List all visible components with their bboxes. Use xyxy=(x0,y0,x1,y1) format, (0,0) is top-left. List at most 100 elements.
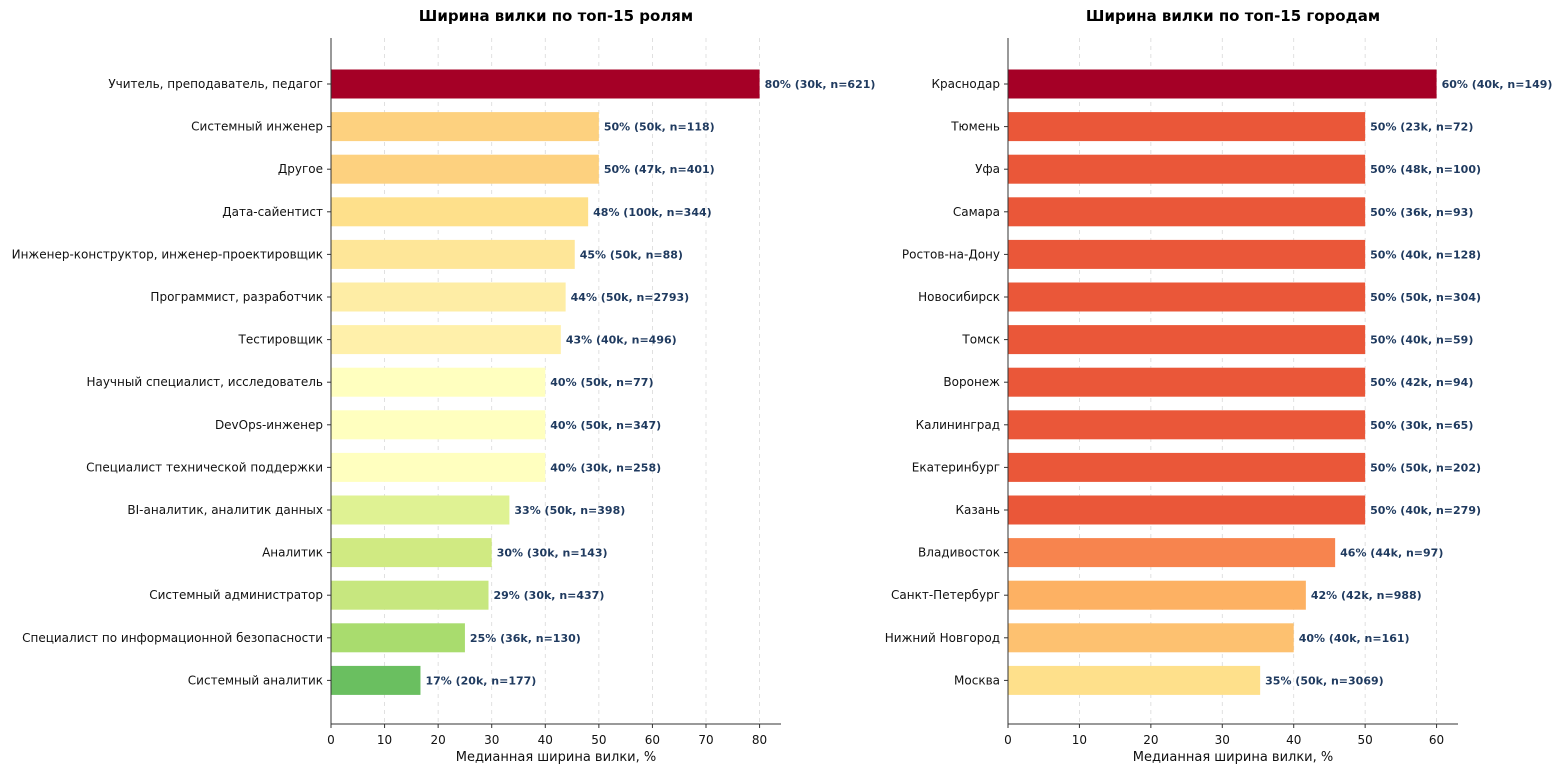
data-label: 44% (50k, n=2793) xyxy=(571,291,690,304)
bar xyxy=(1008,580,1306,610)
bar xyxy=(1008,112,1366,142)
bar xyxy=(1008,69,1437,99)
bar xyxy=(1008,154,1366,184)
category-label: Системный инженер xyxy=(191,120,323,134)
x-tick-label: 0 xyxy=(327,733,335,747)
bar xyxy=(331,538,492,568)
bar xyxy=(331,69,760,99)
category-label: Тюмень xyxy=(950,120,1000,134)
axes-roles: 0 10 20 30 40 50 60 70 80 Учитель, преподаватель,… xyxy=(12,38,781,747)
category-label: Новосибирск xyxy=(918,290,1000,304)
x-tick-label: 50 xyxy=(591,733,606,747)
category-label: Специалист технической поддержки xyxy=(86,460,323,474)
category-label: Другое xyxy=(278,162,323,176)
bar xyxy=(331,623,465,653)
category-label: Системный аналитик xyxy=(188,673,323,687)
category-label: Учитель, преподаватель, педагог xyxy=(108,77,323,91)
data-label: 40% (40k, n=161) xyxy=(1299,632,1410,645)
x-tick-label: 30 xyxy=(1215,733,1230,747)
bar xyxy=(1008,282,1366,312)
category-label: Системный администратор xyxy=(149,588,323,602)
bar xyxy=(1008,325,1366,355)
bar xyxy=(331,239,575,269)
x-axis-label-roles: Медианная ширина вилки, % xyxy=(456,750,657,765)
chart-title-roles: Ширина вилки по топ-15 ролям xyxy=(419,7,693,25)
category-label: Казань xyxy=(955,503,1000,517)
data-label: 50% (50k, n=304) xyxy=(1370,291,1481,304)
category-label: Екатеринбург xyxy=(912,460,1000,474)
category-label: Инженер-конструктор, инженер-проектировщ… xyxy=(12,247,323,261)
category-label: DevOps-инженер xyxy=(215,418,323,432)
data-label: 42% (42k, n=988) xyxy=(1311,589,1422,602)
x-tick-label: 0 xyxy=(1004,733,1012,747)
data-label: 43% (40k, n=496) xyxy=(566,334,677,347)
data-label: 30% (30k, n=143) xyxy=(497,547,608,560)
bar xyxy=(331,112,599,142)
category-label: Ростов-на-Дону xyxy=(902,247,1000,261)
bar xyxy=(1008,452,1366,482)
category-label: Воронеж xyxy=(943,375,1000,389)
data-label: 35% (50k, n=3069) xyxy=(1265,674,1384,687)
category-label: Самара xyxy=(953,205,1000,219)
bar xyxy=(331,197,589,227)
x-tick-label: 20 xyxy=(1143,733,1158,747)
category-label: BI-аналитик, аналитик данных xyxy=(127,503,323,517)
chart-panel-roles: Ширина вилки по топ-15 ролям 80% (30k, n… xyxy=(12,7,876,765)
data-label: 50% (50k, n=202) xyxy=(1370,461,1481,474)
bar xyxy=(331,665,421,695)
category-label: Уфа xyxy=(975,162,1000,176)
bar xyxy=(1008,538,1336,568)
bar xyxy=(331,495,510,525)
data-label: 50% (30k, n=65) xyxy=(1370,419,1473,432)
category-label: Программист, разработчик xyxy=(150,290,323,304)
category-label: Дата-сайентист xyxy=(222,205,323,219)
category-label: Тестировщик xyxy=(238,333,323,347)
data-label: 33% (50k, n=398) xyxy=(514,504,625,517)
x-tick-label: 10 xyxy=(377,733,392,747)
data-label: 45% (50k, n=88) xyxy=(580,248,683,261)
category-label: Научный специалист, исследователь xyxy=(86,375,323,389)
chart-panel-cities: Ширина вилки по топ-15 городам 60% (40k,… xyxy=(885,7,1553,765)
category-label: Калининград xyxy=(916,418,1000,432)
bar xyxy=(331,325,561,355)
x-tick-label: 40 xyxy=(1286,733,1301,747)
bar xyxy=(331,410,546,440)
data-label: 50% (50k, n=118) xyxy=(604,121,715,134)
data-label: 40% (30k, n=258) xyxy=(550,461,661,474)
x-axis-label-cities: Медианная ширина вилки, % xyxy=(1133,750,1334,765)
data-label: 50% (40k, n=128) xyxy=(1370,248,1481,261)
category-label: Томск xyxy=(961,333,1000,347)
category-label: Нижний Новгород xyxy=(885,631,1000,645)
bar xyxy=(1008,665,1261,695)
bar xyxy=(1008,623,1294,653)
category-label: Санкт-Петербург xyxy=(891,588,1000,602)
data-label: 60% (40k, n=149) xyxy=(1442,78,1553,91)
x-tick-label: 50 xyxy=(1358,733,1373,747)
data-label: 40% (50k, n=77) xyxy=(550,376,653,389)
bar xyxy=(331,580,489,610)
category-label: Аналитик xyxy=(262,546,323,560)
category-label: Специалист по информационной безопасност… xyxy=(22,631,323,645)
bar xyxy=(1008,239,1366,269)
data-label: 50% (23k, n=72) xyxy=(1370,121,1473,134)
data-label: 46% (44k, n=97) xyxy=(1340,547,1443,560)
x-tick-label: 70 xyxy=(698,733,713,747)
bar xyxy=(1008,367,1366,397)
bar xyxy=(1008,197,1366,227)
x-tick-label: 80 xyxy=(752,733,767,747)
bar xyxy=(331,154,599,184)
x-tick-label: 40 xyxy=(538,733,553,747)
data-label: 50% (40k, n=279) xyxy=(1370,504,1481,517)
bar xyxy=(331,367,546,397)
data-label: 50% (47k, n=401) xyxy=(604,163,715,176)
category-label: Москва xyxy=(954,673,1000,687)
axes-cities: 0 10 20 30 40 50 60 Краснодар Тюмень Уфа Самара Рос… xyxy=(885,38,1458,747)
bars-roles: 80% (30k, n=621) 50% (50k, n=118) 50% (47k… xyxy=(331,69,875,695)
category-label: Владивосток xyxy=(918,546,1000,560)
bar xyxy=(331,282,566,312)
data-label: 48% (100k, n=344) xyxy=(593,206,712,219)
category-label: Краснодар xyxy=(931,77,1000,91)
x-tick-label: 30 xyxy=(484,733,499,747)
x-tick-label: 20 xyxy=(431,733,446,747)
